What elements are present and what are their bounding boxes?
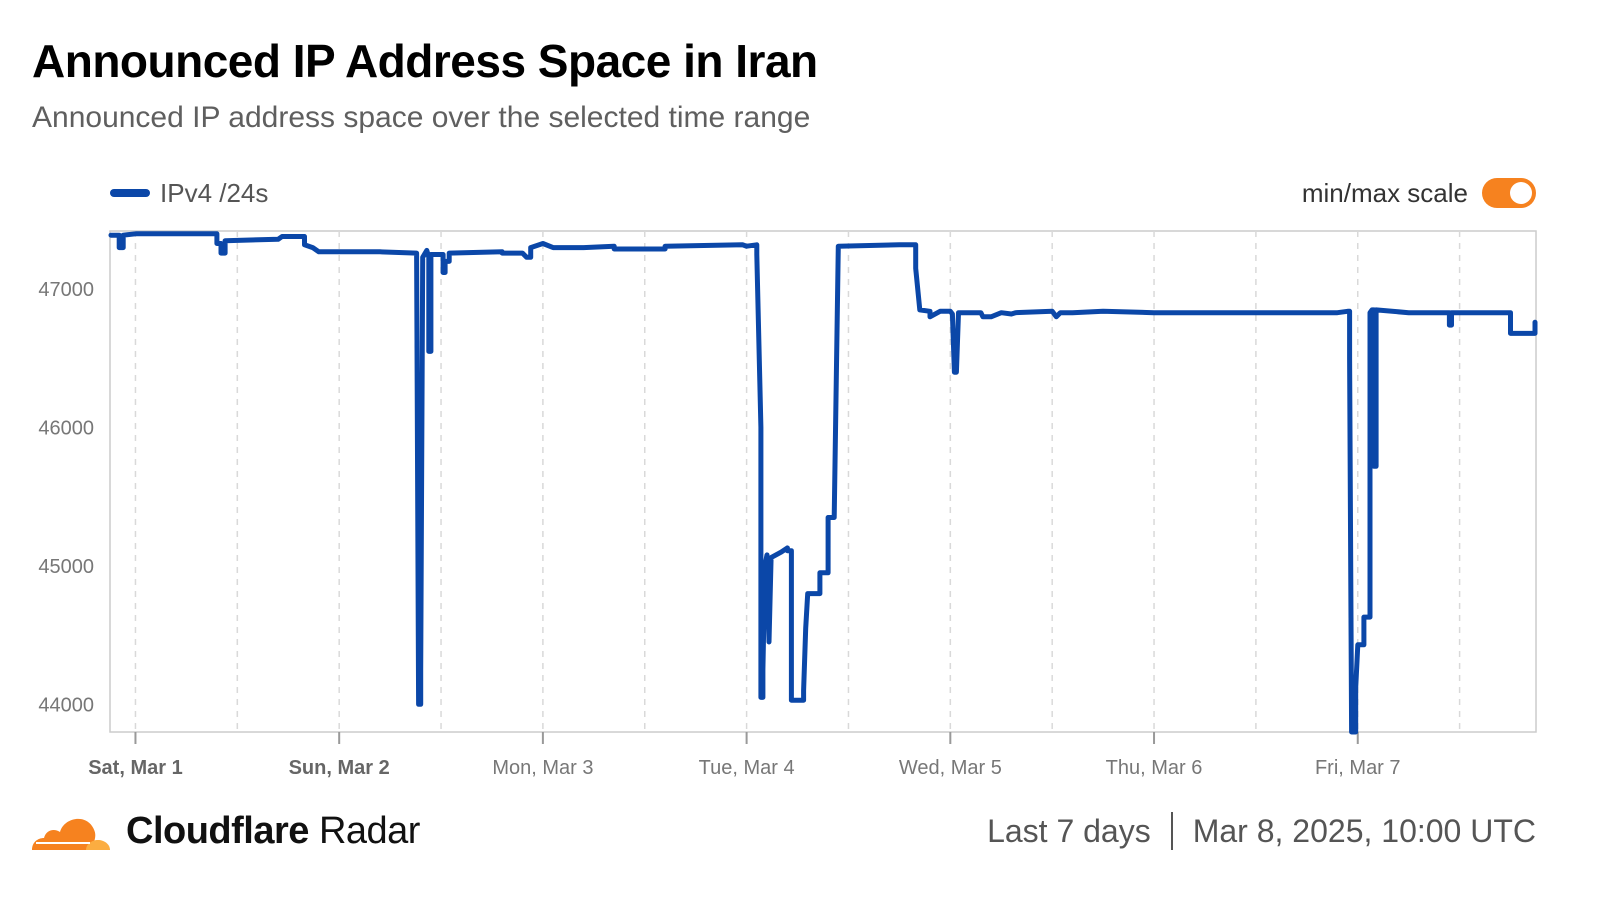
- legend-swatch: [110, 189, 150, 197]
- line-chart: Sat, Mar 1 Sun, Mar 2 Mon, Mar 3 Tue, Mar 4…: [38, 230, 1538, 779]
- time-range-label: Last 7 days: [987, 812, 1151, 849]
- min-max-scale-toggle[interactable]: [1482, 178, 1536, 208]
- x-tick-label: Tue, Mar 4: [699, 757, 795, 779]
- time-range-info: Last 7 days Mar 8, 2025, 10:00 UTC: [987, 812, 1536, 850]
- toggle-label: min/max scale: [1301, 177, 1468, 208]
- min-max-scale-control[interactable]: min/max scale: [1302, 176, 1536, 210]
- timestamp: Mar 8, 2025, 10:00 UTC: [1192, 812, 1536, 849]
- chart-title: Announced IP Address Space in Iran: [32, 35, 818, 87]
- x-tick-label: Fri, Mar 7: [1315, 757, 1401, 779]
- brand-light: Radar: [308, 810, 421, 852]
- brand-name: Cloudflare Radar: [126, 810, 420, 853]
- plot-frame: [109, 230, 1537, 733]
- legend[interactable]: IPv4 /24s: [110, 176, 268, 210]
- x-tick-label: Thu, Mar 6: [1106, 757, 1203, 779]
- brand-bold: Cloudflare: [126, 810, 309, 852]
- y-tick-label: 44000: [38, 694, 94, 716]
- x-tick-label: Sun, Mar 2: [289, 757, 390, 779]
- cloudflare-logo: [30, 806, 112, 852]
- x-tick-label: Wed, Mar 5: [899, 757, 1002, 779]
- toggle-knob: [1510, 182, 1532, 204]
- legend-label: IPv4 /24s: [160, 177, 269, 208]
- y-tick-label: 45000: [38, 556, 94, 578]
- separator: [1170, 812, 1173, 850]
- x-tick-label: Mon, Mar 3: [492, 757, 593, 779]
- chart-subtitle: Announced IP address space over the sele…: [32, 101, 811, 134]
- y-tick-label: 47000: [38, 279, 94, 301]
- y-tick-label: 46000: [38, 418, 94, 440]
- cloudflare-cloud-icon: [32, 818, 110, 850]
- x-tick-label: Sat, Mar 1: [88, 757, 182, 779]
- series-line-ipv4: [108, 231, 1538, 735]
